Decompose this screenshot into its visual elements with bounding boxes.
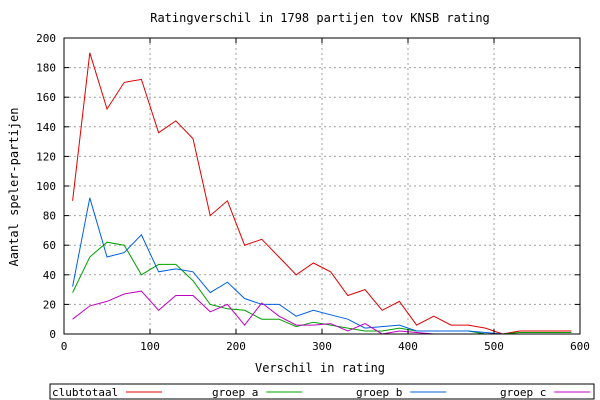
y-tick-label: 120 (36, 150, 56, 163)
legend-label: groep a (212, 386, 258, 399)
legend-label: clubtotaal (52, 386, 118, 399)
y-tick-label: 60 (43, 239, 56, 252)
y-tick-label: 140 (36, 121, 56, 134)
legend-box (49, 383, 595, 400)
y-tick-label: 20 (43, 298, 56, 311)
y-tick-label: 80 (43, 210, 56, 223)
x-tick-label: 200 (226, 340, 246, 353)
x-tick-label: 500 (484, 340, 504, 353)
x-tick-label: 400 (398, 340, 418, 353)
legend-label: groep c (500, 386, 546, 399)
x-tick-label: 0 (61, 340, 68, 353)
chart-title: Ratingverschil in 1798 partijen tov KNSB… (150, 11, 490, 25)
x-tick-label: 300 (312, 340, 332, 353)
y-tick-label: 200 (36, 32, 56, 45)
y-tick-label: 40 (43, 269, 56, 282)
y-tick-label: 160 (36, 91, 56, 104)
x-tick-label: 600 (570, 340, 590, 353)
x-axis-label: Verschil in rating (255, 361, 385, 375)
legend-label: groep b (356, 386, 402, 399)
legend: clubtotaal groep a groep b groep c (49, 383, 595, 400)
series-line-clubtotaal (72, 52, 572, 335)
axis-ticks: 0 100 200 300 400 500 600 0 20 40 60 80 100 120 140 160… (36, 32, 590, 353)
y-tick-label: 100 (36, 180, 56, 193)
y-tick-label: 0 (49, 328, 56, 341)
series-line-groep-b (72, 197, 572, 335)
x-tick-label: 100 (140, 340, 160, 353)
y-axis-label: Aantal speler-partijen (7, 108, 21, 267)
grid (64, 38, 580, 334)
y-tick-label: 180 (36, 62, 56, 75)
